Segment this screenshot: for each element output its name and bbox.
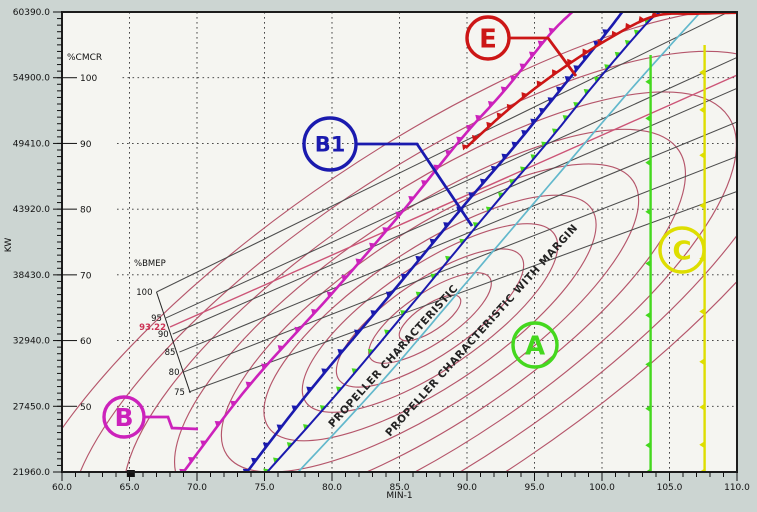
badge-leader-line [145, 415, 199, 431]
y-tick-label: 21960.0 [13, 468, 50, 478]
badge-B: B [102, 395, 199, 439]
badge-circle [465, 15, 511, 61]
x-tick-label: 65.0 [119, 483, 139, 493]
curve-line [464, 12, 737, 149]
bmep-tick-label: 85 [165, 348, 176, 358]
x-tick-label: 70.0 [187, 483, 207, 493]
y-tick-label: 27450.0 [13, 402, 50, 412]
badge-letter: B1 [315, 133, 346, 157]
bmep-tick-label: 93.22 [139, 323, 166, 333]
badge-letter: B [114, 403, 133, 432]
badge-A: A [511, 321, 559, 369]
badge-circle [511, 321, 559, 369]
badge-circle [302, 116, 358, 172]
x-tick-label: 80.0 [322, 483, 342, 493]
bmep-tick-label: 95 [151, 314, 162, 324]
badge-letter: C [672, 236, 691, 266]
y-tick-label: 32940.0 [13, 337, 50, 347]
x-axis-title: MIN-1 [386, 491, 413, 501]
badge-E: E [465, 15, 578, 77]
x-tick-label: 100.0 [589, 483, 615, 493]
badge-letter: E [479, 24, 497, 54]
cmcr-tick-label: 70 [80, 271, 92, 281]
x-tick-label: 105.0 [657, 483, 683, 493]
reference-point-marker [126, 470, 135, 477]
cmcr-tick-label: 100 [80, 74, 97, 84]
badge-leader-line [510, 36, 578, 77]
badge-letter: A [525, 331, 545, 361]
x-tick-label: 60.0 [52, 483, 72, 493]
x-tick-label: 90.0 [457, 483, 477, 493]
badge-circle [102, 395, 146, 439]
badge-B1: B1 [302, 116, 474, 227]
y-tick-label: 49410.0 [13, 139, 50, 149]
y-tick-label: 43920.0 [13, 205, 50, 215]
bmep-tick-label: 100 [136, 288, 152, 298]
axis-ticks [53, 11, 738, 481]
y-tick-label: 60390.0 [13, 8, 50, 18]
bmep-tick-label: 75 [174, 388, 185, 398]
x-tick-label: 75.0 [254, 483, 274, 493]
x-tick-label: 95.0 [524, 483, 544, 493]
badge-circle [658, 226, 706, 274]
badge-C: C [658, 226, 706, 274]
cmcr-tick-label: 90 [80, 140, 92, 150]
curve-E [462, 12, 737, 151]
x-tick-label: 110.0 [724, 483, 750, 493]
cmcr-tick-label: 60 [80, 337, 92, 347]
y-tick-label: 38430.0 [13, 271, 50, 281]
badge-leader-line [357, 142, 474, 227]
cmcr-tick-label: 50 [80, 403, 92, 413]
x-tick-label: 85.0 [389, 483, 409, 493]
bmep-tick-label: 80 [169, 368, 180, 378]
bmep-tick-label: 90 [158, 330, 169, 340]
cmcr-tick-label: 80 [80, 206, 92, 216]
y-tick-label: 54900.0 [13, 74, 50, 84]
bmep-scale-title: %BMEP [134, 259, 166, 269]
y-axis-title: KW [4, 237, 15, 253]
cmcr-scale-title: %CMCR [67, 53, 102, 63]
